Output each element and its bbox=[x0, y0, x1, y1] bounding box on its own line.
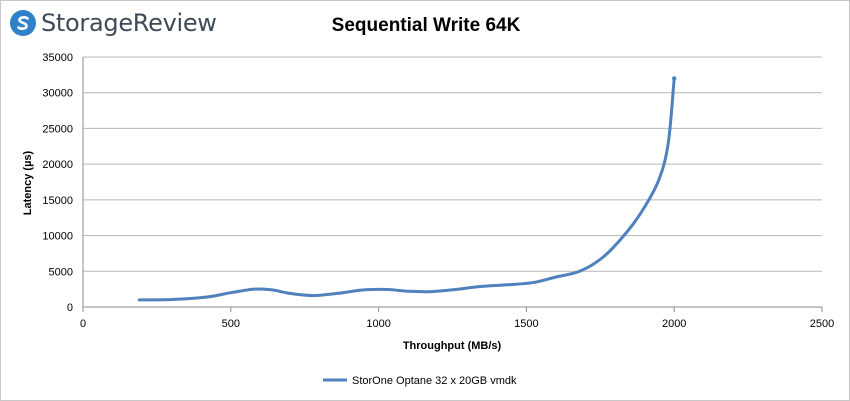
x-axis-title: Throughput (MB/s) bbox=[403, 340, 502, 352]
y-tick-label: 30000 bbox=[42, 88, 73, 100]
y-tick-label: 20000 bbox=[42, 159, 73, 171]
legend: StorOne Optane 32 x 20GB vmdk bbox=[323, 375, 517, 387]
series-lines bbox=[137, 76, 677, 302]
y-tick-label: 25000 bbox=[42, 123, 73, 135]
series-endpoint bbox=[672, 76, 677, 81]
x-tick-label: 2500 bbox=[810, 318, 834, 330]
logo-text: StorageReview bbox=[41, 9, 217, 37]
series-line bbox=[137, 76, 676, 302]
storagereview-logo-icon bbox=[10, 10, 36, 36]
chart-title: Sequential Write 64K bbox=[331, 15, 521, 36]
y-tick-label: 0 bbox=[67, 302, 73, 314]
x-tick-labels: 0 500 1000 1500 2000 2500 bbox=[80, 318, 834, 330]
logo: StorageReview bbox=[9, 7, 217, 39]
y-tick-labels: 0 5000 10000 15000 20000 25000 30000 35000 bbox=[42, 52, 73, 314]
y-tick-label: 15000 bbox=[42, 195, 73, 207]
gridlines bbox=[82, 56, 823, 312]
y-tick-label: 35000 bbox=[42, 52, 73, 64]
legend-label: StorOne Optane 32 x 20GB vmdk bbox=[352, 375, 517, 387]
y-tick-label: 5000 bbox=[49, 266, 73, 278]
x-tick-label: 1500 bbox=[514, 318, 538, 330]
x-tick-label: 1000 bbox=[366, 318, 390, 330]
x-tick-label: 500 bbox=[222, 318, 240, 330]
x-tick-label: 0 bbox=[80, 318, 86, 330]
y-tick-label: 10000 bbox=[42, 231, 73, 243]
y-axis-title: Latency (µs) bbox=[22, 150, 34, 215]
x-tick-label: 2000 bbox=[662, 318, 686, 330]
